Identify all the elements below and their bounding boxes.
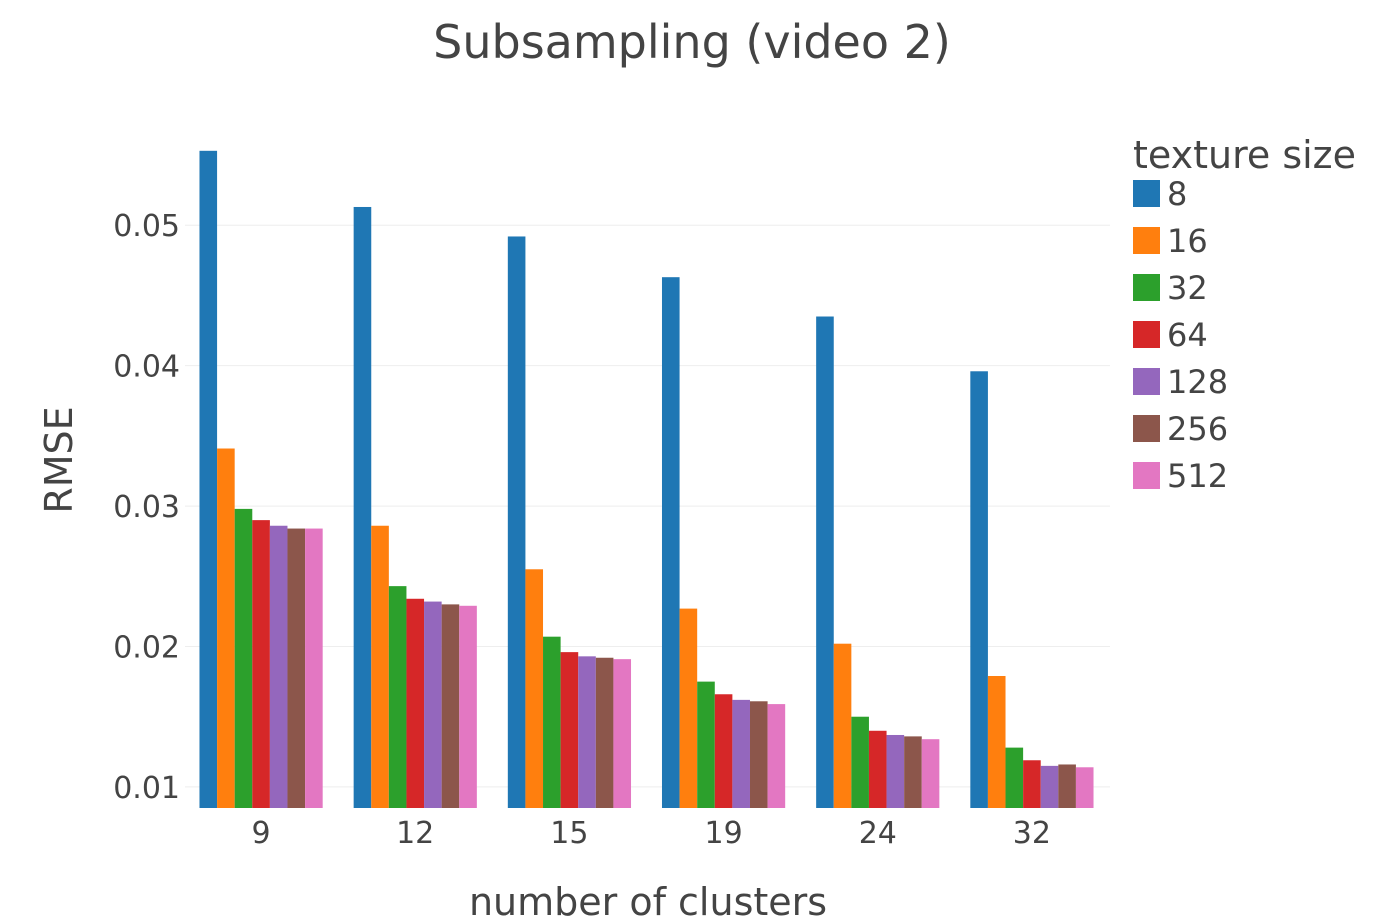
bar-128-24	[886, 734, 905, 808]
bar-32-19	[697, 681, 715, 808]
legend-swatch-64	[1133, 321, 1160, 348]
bar-512-32	[1075, 767, 1094, 808]
bar-256-19	[749, 701, 768, 808]
bar-512-24	[921, 739, 940, 808]
legend-title: texture size	[1133, 133, 1356, 177]
legend-label: 128	[1167, 363, 1228, 401]
x-axis-title: number of clusters	[469, 880, 827, 922]
y-tick-label: 0.01	[113, 771, 180, 806]
bar-16-32	[987, 676, 1006, 808]
legend-swatch-256	[1133, 415, 1160, 442]
bar-64-9	[252, 520, 270, 808]
bar-8-15	[507, 236, 526, 809]
bar-256-24	[904, 736, 922, 808]
bar-32-9	[234, 508, 253, 808]
y-tick-label: 0.02	[113, 631, 180, 666]
legend-swatch-128	[1133, 368, 1160, 395]
bar-512-15	[613, 659, 632, 808]
bar-8-24	[816, 316, 834, 808]
bar-8-32	[970, 371, 988, 808]
legend-swatch-32	[1133, 274, 1160, 301]
y-tick-label: 0.04	[113, 350, 180, 385]
bar-256-9	[287, 528, 306, 808]
bar-64-32	[1023, 760, 1041, 808]
legend-label: 64	[1167, 316, 1208, 354]
y-axis-ticks: 0.01 0.02 0.03 0.04 0.05	[113, 209, 180, 806]
bar-16-9	[217, 448, 235, 808]
x-tick-label: 15	[550, 816, 588, 851]
bar-64-12	[406, 598, 425, 808]
bar-128-19	[732, 699, 750, 808]
bar-32-12	[388, 586, 407, 808]
legend-swatch-8	[1133, 180, 1160, 207]
bar-32-32	[1005, 747, 1024, 808]
gridlines	[185, 224, 1110, 788]
bar-16-15	[525, 569, 544, 808]
bar-16-19	[679, 608, 698, 808]
x-tick-label: 12	[396, 816, 434, 851]
bar-512-9	[305, 528, 323, 808]
bar-64-15	[560, 652, 579, 808]
legend-label: 32	[1167, 269, 1208, 307]
bars	[199, 150, 1094, 809]
bar-16-24	[833, 643, 852, 808]
x-tick-label: 24	[859, 816, 897, 851]
bar-8-9	[199, 150, 218, 808]
legend-swatch-16	[1133, 227, 1160, 254]
legend-label: 16	[1167, 222, 1208, 260]
y-axis-title: RMSE	[37, 406, 81, 513]
bar-16-12	[371, 525, 389, 808]
legend-label: 8	[1167, 175, 1187, 213]
x-tick-label: 9	[252, 816, 271, 851]
bar-8-12	[353, 206, 372, 809]
bar-128-15	[578, 656, 596, 808]
x-tick-label: 19	[705, 816, 743, 851]
legend: texture size 8 16 32 64 128 256 512	[1133, 133, 1356, 495]
bar-32-24	[851, 716, 869, 808]
bar-8-19	[661, 277, 680, 808]
bar-32-15	[543, 636, 561, 808]
bar-128-32	[1040, 765, 1059, 808]
y-tick-label: 0.03	[113, 490, 180, 525]
bar-512-12	[459, 605, 477, 808]
bar-256-15	[595, 657, 614, 808]
chart-title: Subsampling (video 2)	[433, 15, 951, 69]
bar-512-19	[767, 704, 786, 808]
bar-64-19	[714, 694, 733, 808]
bar-256-12	[441, 604, 460, 808]
y-tick-label: 0.05	[113, 209, 180, 244]
bar-256-32	[1058, 764, 1076, 808]
legend-swatch-512	[1133, 462, 1160, 489]
x-tick-label: 32	[1013, 816, 1051, 851]
bar-64-24	[868, 730, 887, 808]
x-axis-ticks: 9 12 15 19 24 32	[252, 816, 1051, 851]
bar-128-12	[424, 601, 442, 808]
legend-label: 256	[1167, 410, 1228, 448]
bar-128-9	[269, 525, 288, 808]
legend-label: 512	[1167, 457, 1228, 495]
